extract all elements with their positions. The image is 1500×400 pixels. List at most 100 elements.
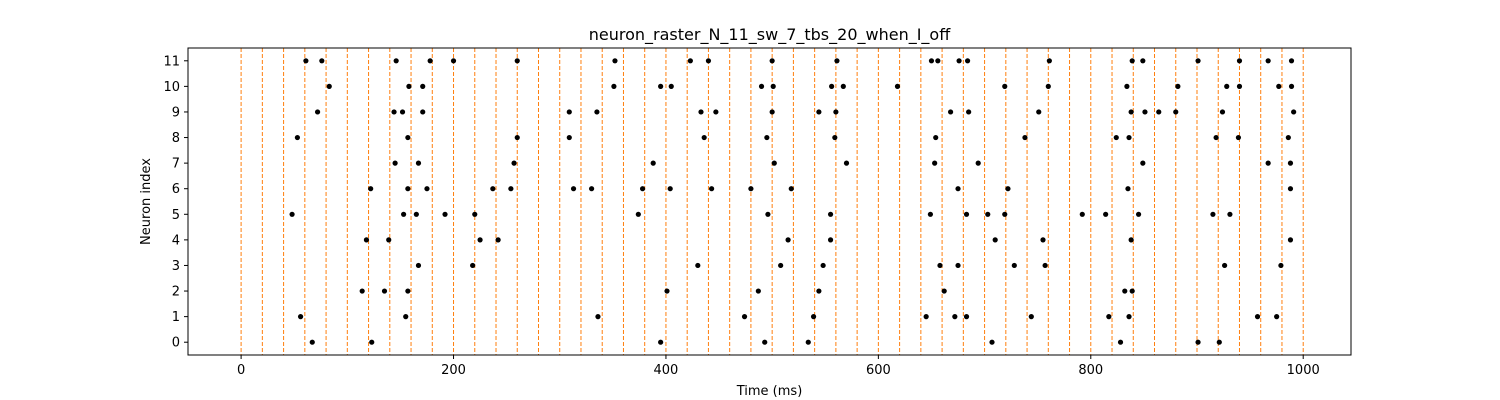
spike-point bbox=[805, 339, 811, 345]
spike-point bbox=[966, 109, 972, 115]
x-tick-label: 600 bbox=[866, 363, 891, 378]
spike-point bbox=[508, 186, 514, 192]
spike-point bbox=[1219, 109, 1226, 115]
spike-point bbox=[1140, 160, 1146, 166]
spike-point bbox=[843, 160, 850, 166]
spike-point bbox=[1142, 109, 1148, 115]
spike-point bbox=[424, 186, 430, 192]
spike-point bbox=[566, 109, 572, 115]
spike-point bbox=[289, 211, 295, 217]
spike-point bbox=[832, 134, 838, 141]
spike-point bbox=[639, 186, 646, 192]
spike-point bbox=[359, 288, 365, 294]
spike-point bbox=[1213, 134, 1219, 141]
spike-point bbox=[1126, 134, 1132, 141]
spike-point bbox=[1227, 211, 1233, 217]
spike-point bbox=[989, 339, 995, 345]
spike-point bbox=[1042, 262, 1048, 269]
y-tick-label: 7 bbox=[172, 157, 180, 172]
x-tick-label: 200 bbox=[441, 363, 466, 378]
spike-point bbox=[992, 237, 998, 243]
spike-point bbox=[955, 262, 961, 269]
y-tick-label: 10 bbox=[163, 80, 180, 95]
spike-point bbox=[695, 262, 701, 269]
spike-point bbox=[840, 83, 846, 89]
spike-point bbox=[611, 83, 617, 89]
spike-point bbox=[612, 58, 618, 64]
spike-point bbox=[764, 134, 770, 141]
spike-point bbox=[420, 109, 426, 115]
spike-point bbox=[303, 58, 309, 64]
spike-point bbox=[403, 314, 409, 320]
spike-point bbox=[1195, 339, 1201, 345]
spike-point bbox=[834, 58, 840, 64]
spike-point bbox=[1122, 288, 1128, 294]
spike-point bbox=[1156, 109, 1162, 115]
spike-point bbox=[635, 211, 641, 217]
x-tick-label: 800 bbox=[1078, 363, 1103, 378]
spike-point bbox=[1235, 134, 1242, 141]
spike-point bbox=[1002, 211, 1008, 217]
y-axis: 0 1 2 3 4 5 6 7 8 9 10 11 bbox=[163, 54, 188, 351]
spike-point bbox=[935, 58, 941, 64]
spike-point bbox=[1274, 314, 1280, 320]
spike-point bbox=[386, 237, 392, 243]
spike-point bbox=[928, 58, 935, 64]
spike-point bbox=[470, 262, 476, 269]
spike-point bbox=[1291, 109, 1297, 115]
y-tick-label: 11 bbox=[163, 54, 180, 69]
spike-point bbox=[1285, 134, 1291, 141]
x-axis: 0 200 400 600 800 1000 bbox=[237, 355, 1320, 378]
spike-point bbox=[1022, 134, 1028, 141]
spike-point bbox=[668, 83, 674, 89]
spike-point bbox=[319, 58, 325, 64]
spike-point bbox=[701, 134, 707, 141]
spike-point bbox=[415, 160, 422, 166]
spike-point bbox=[769, 58, 775, 64]
spike-point bbox=[1288, 58, 1295, 64]
spike-point bbox=[297, 314, 304, 320]
spike-point bbox=[477, 237, 483, 243]
spike-point bbox=[1173, 109, 1179, 115]
spike-point bbox=[1126, 314, 1132, 320]
spike-point bbox=[420, 83, 426, 89]
spike-point bbox=[405, 186, 411, 192]
spike-point bbox=[788, 186, 794, 192]
spike-point bbox=[1028, 314, 1034, 320]
spike-point bbox=[363, 237, 370, 243]
spike-point bbox=[933, 134, 939, 141]
spike-point bbox=[1135, 211, 1142, 217]
spike-point bbox=[964, 58, 971, 64]
x-tick-label: 0 bbox=[237, 363, 245, 378]
spike-point bbox=[1046, 58, 1052, 64]
spike-point bbox=[1106, 314, 1112, 320]
spike-point bbox=[658, 83, 664, 89]
spike-point bbox=[956, 58, 962, 64]
spike-point bbox=[1140, 58, 1146, 64]
spike-point bbox=[927, 211, 934, 217]
spike-point bbox=[894, 83, 901, 89]
spike-point bbox=[1236, 58, 1243, 64]
spike-point bbox=[687, 58, 693, 64]
spike-point bbox=[975, 160, 981, 166]
spike-point bbox=[1129, 288, 1135, 294]
spike-point bbox=[1128, 109, 1134, 115]
spike-point bbox=[369, 339, 375, 345]
spike-point bbox=[833, 109, 839, 115]
spike-point bbox=[405, 134, 411, 141]
reference-lines bbox=[240, 48, 1304, 355]
spike-point bbox=[963, 314, 970, 320]
spike-point bbox=[937, 262, 943, 269]
spike-point bbox=[709, 186, 715, 192]
spike-point bbox=[765, 211, 771, 217]
spike-point bbox=[490, 186, 496, 192]
spike-point bbox=[1210, 211, 1216, 217]
spike-point bbox=[294, 134, 300, 141]
spike-point bbox=[755, 288, 761, 294]
y-tick-label: 9 bbox=[172, 105, 180, 120]
spike-point bbox=[472, 211, 478, 217]
spike-point bbox=[1117, 339, 1124, 345]
y-axis-label: Neuron index bbox=[139, 158, 154, 245]
spike-point bbox=[1045, 83, 1051, 89]
spike-point bbox=[450, 58, 457, 64]
